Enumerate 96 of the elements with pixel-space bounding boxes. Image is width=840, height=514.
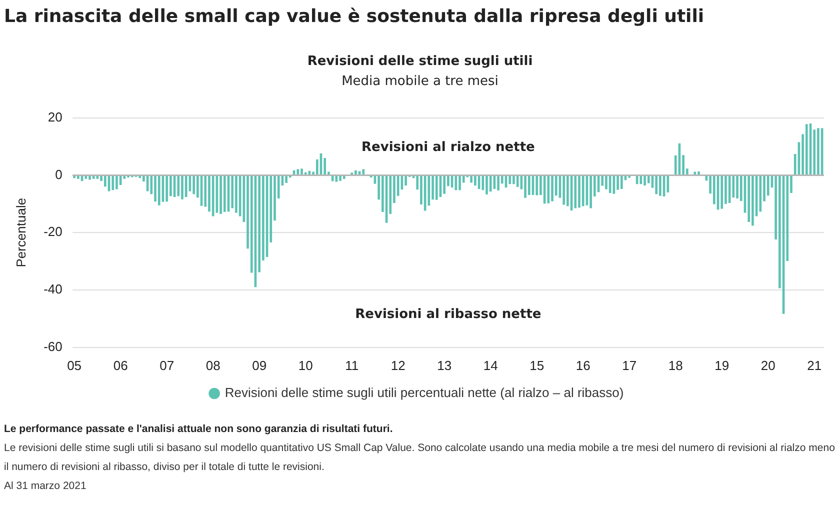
bar — [208, 176, 210, 212]
bar — [158, 176, 160, 206]
bar — [486, 176, 488, 194]
bar — [578, 176, 580, 208]
x-tick-label: 10 — [298, 358, 313, 373]
bar — [759, 176, 762, 212]
bar — [720, 176, 724, 209]
bar — [508, 176, 512, 184]
bar — [590, 176, 592, 208]
bar — [354, 170, 357, 174]
bar — [177, 176, 180, 196]
bar — [77, 176, 80, 179]
bar — [154, 176, 156, 202]
bar — [235, 176, 238, 213]
x-tick-label: 13 — [437, 358, 452, 373]
bar — [551, 176, 554, 202]
bar — [512, 176, 515, 184]
x-tick-label: 07 — [160, 358, 174, 373]
x-tick-label: 05 — [67, 358, 82, 373]
x-tick-label: 14 — [483, 358, 498, 373]
text: Al 31 marzo 2021 — [4, 479, 88, 494]
bar — [582, 176, 584, 206]
bar — [536, 176, 538, 196]
bar — [285, 176, 288, 183]
bar — [698, 171, 700, 174]
bar — [616, 176, 619, 190]
bar — [666, 176, 670, 192]
x-tick-label: 15 — [530, 358, 544, 373]
y-tick-label: 0 — [55, 166, 62, 182]
bar — [296, 169, 300, 174]
bar — [562, 176, 565, 205]
bar — [404, 176, 407, 186]
bar — [435, 176, 438, 200]
legend-label: Revisioni delle stime sugli utili percentuali nette (al rialzo – al ribasso) — [224, 385, 624, 400]
annotation: Revisioni al rialzo nette — [362, 140, 536, 156]
bar — [300, 168, 303, 174]
y-tick-label: 20 — [48, 109, 62, 124]
text: Le performance passate e l'analisi attuale non sono garanzia di risultati futuri. — [4, 422, 394, 437]
bar — [620, 176, 623, 189]
x-tick-label: 09 — [252, 358, 267, 373]
y-tick-label: -20 — [44, 224, 62, 240]
bar — [482, 176, 484, 190]
y-axis-title: Percentuale — [13, 198, 28, 268]
bar — [181, 176, 184, 200]
x-tick-label: 18 — [668, 358, 683, 373]
y-tick-label: -60 — [44, 338, 62, 354]
x-tick-label: 19 — [714, 358, 730, 373]
bar — [324, 158, 326, 174]
bar — [362, 169, 365, 174]
y-tick-label: -40 — [44, 282, 62, 297]
bar — [736, 176, 738, 198]
bar — [454, 176, 458, 190]
bar — [806, 124, 808, 174]
bar — [358, 171, 361, 174]
bar — [166, 176, 168, 202]
text: Le revisioni delle stime sugli utili si basano sul modello quantitativo US Small Cap Value. Sono calcolate usando una media mobile a tre mesi del numero di revisioni al rialzo meno il numero di revisioni al ribasso, diviso per il totale di tutte le revisioni. — [4, 441, 836, 475]
chart-title: La rinascita delle small cap value è sostenuta dalla ripresa degli utili — [4, 6, 704, 27]
bar — [474, 176, 476, 186]
bar — [342, 176, 346, 179]
x-tick-label: 17 — [622, 358, 637, 373]
bar — [116, 176, 118, 190]
x-tick-label: 16 — [576, 358, 590, 373]
bar — [655, 176, 658, 194]
bar — [84, 176, 88, 179]
bar — [817, 128, 820, 174]
bar — [605, 176, 608, 190]
x-tick-label: 11 — [345, 358, 359, 373]
bar — [694, 172, 696, 174]
x-tick-label: 08 — [206, 358, 220, 373]
bar — [223, 176, 226, 212]
x-tick-label: 20 — [760, 358, 776, 373]
bar — [184, 176, 188, 198]
bar — [752, 176, 754, 226]
bar — [138, 176, 141, 178]
annotation: Revisioni al ribasso nette — [355, 306, 542, 322]
bar — [566, 176, 569, 206]
bar — [112, 176, 114, 190]
bar — [443, 176, 446, 194]
bar — [574, 176, 577, 208]
bar — [73, 176, 76, 178]
bar — [644, 176, 646, 186]
bar — [192, 176, 195, 194]
bar — [339, 176, 342, 181]
bar — [88, 176, 91, 180]
bar — [524, 176, 526, 198]
bar — [528, 176, 530, 196]
bar — [220, 176, 222, 214]
bar — [659, 176, 662, 196]
bar — [497, 176, 500, 190]
bar — [470, 176, 472, 183]
chart-subtitle: Revisioni delle stime sugli utili Media mobile a tre mesi — [306, 53, 534, 91]
x-tick-label: 12 — [390, 358, 406, 373]
bar — [748, 176, 750, 222]
bar — [458, 176, 461, 190]
x-tick-label: 06 — [113, 358, 128, 373]
x-tick-label: 21 — [807, 358, 822, 373]
